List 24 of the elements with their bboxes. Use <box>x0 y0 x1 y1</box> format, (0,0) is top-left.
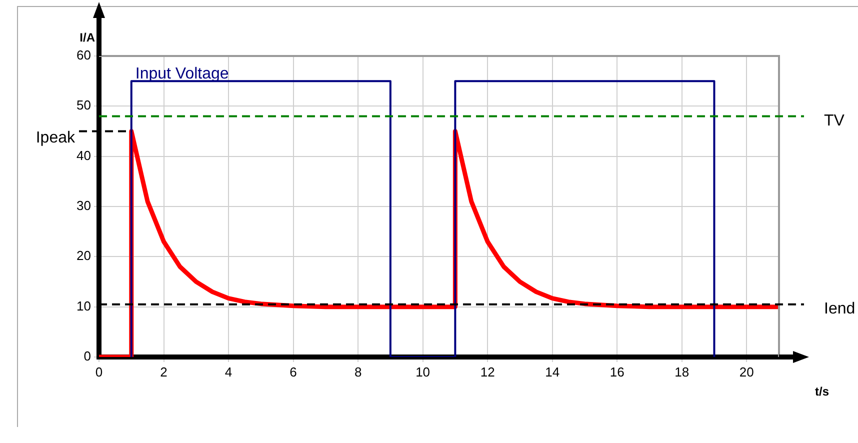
x-tick-label: 4 <box>224 364 232 380</box>
y-tick-label: 20 <box>76 248 91 264</box>
x-tick-label: 10 <box>416 364 430 380</box>
y-tick-label: 60 <box>76 48 91 63</box>
y-tick-label: 50 <box>76 98 91 113</box>
x-tick-label: 12 <box>480 364 495 380</box>
x-tick-label: 8 <box>354 364 362 380</box>
ref-line-label: Ipeak <box>36 130 76 147</box>
ref-line-label: TV <box>824 112 845 130</box>
ref-line-label: Iend <box>824 300 856 318</box>
x-tick-label: 0 <box>95 364 103 380</box>
x-tick-label: 6 <box>290 364 297 380</box>
x-tick-label: 18 <box>674 364 690 380</box>
y-axis-title: I/A <box>80 30 96 44</box>
y-tick-label: 10 <box>76 298 91 314</box>
x-tick-label: 2 <box>160 364 168 380</box>
x-tick-label: 16 <box>610 364 624 380</box>
series-label: Input Voltage <box>135 65 229 82</box>
y-tick-label: 40 <box>76 148 91 163</box>
y-tick-label: 30 <box>76 198 91 214</box>
x-axis-title: t/s <box>815 384 830 398</box>
y-tick-label: 0 <box>84 348 91 364</box>
x-tick-label: 20 <box>739 364 754 380</box>
x-tick-label: 14 <box>545 364 560 380</box>
